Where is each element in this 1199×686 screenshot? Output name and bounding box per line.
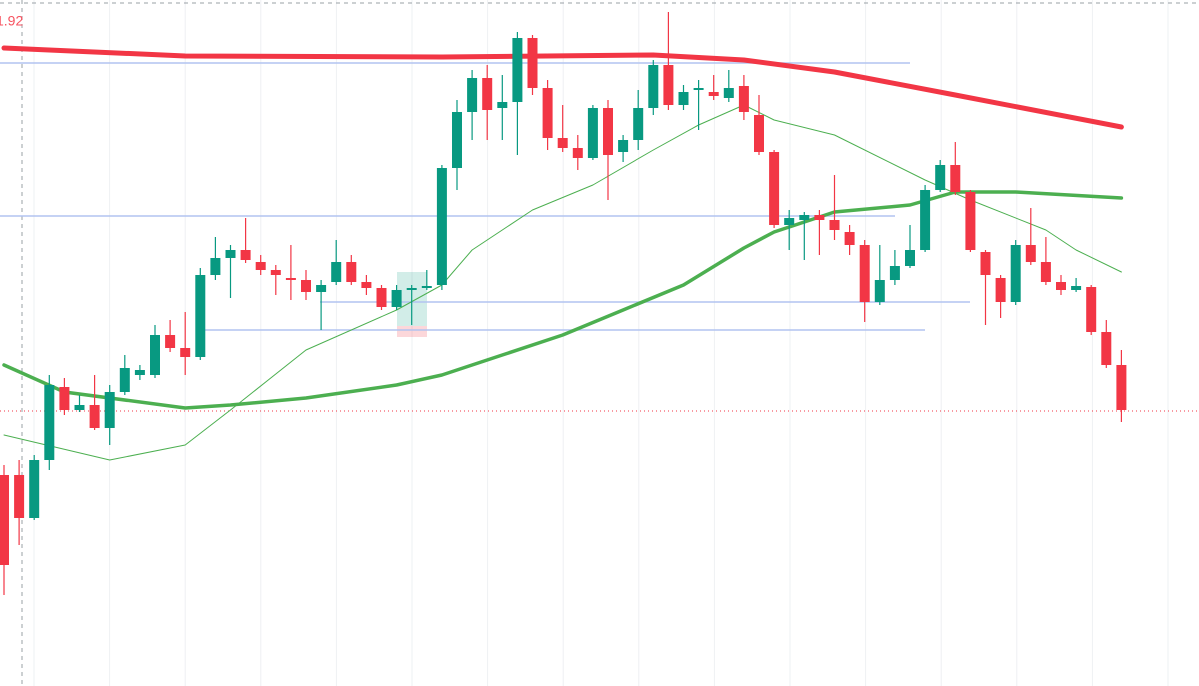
candle-body xyxy=(119,368,130,392)
candle-body xyxy=(542,88,553,138)
candle-body xyxy=(436,168,447,285)
candle-body xyxy=(44,385,55,460)
candle-body xyxy=(512,38,523,102)
candle-body xyxy=(980,252,991,275)
candle-body xyxy=(572,148,583,158)
candle-body xyxy=(421,286,432,288)
candle-body xyxy=(874,280,885,302)
candle-body xyxy=(59,387,70,410)
candle-body xyxy=(391,290,402,307)
candle-body xyxy=(195,275,206,357)
candle-body xyxy=(905,250,915,266)
candle-body xyxy=(1116,365,1127,410)
candle-body xyxy=(165,335,176,348)
candle-body xyxy=(150,335,160,375)
candle-body xyxy=(406,288,417,290)
candle-body xyxy=(859,245,870,302)
candle-body xyxy=(678,92,689,105)
candle-body xyxy=(1025,245,1036,262)
price-label: 1.92 xyxy=(0,13,23,29)
candle-body xyxy=(1040,262,1051,282)
position-loss-box xyxy=(397,326,427,337)
candle-body xyxy=(29,460,40,518)
candle-body xyxy=(799,215,810,220)
candle-body xyxy=(361,282,372,288)
candle-body xyxy=(1056,282,1066,290)
candle-body xyxy=(723,88,734,98)
candle-body xyxy=(784,218,795,225)
candle-body xyxy=(618,140,629,152)
candle-body xyxy=(920,190,931,250)
candle-body xyxy=(603,108,613,155)
candle-body xyxy=(965,192,976,250)
candle-body xyxy=(225,250,236,258)
candle-body xyxy=(633,108,644,140)
candle-body xyxy=(301,280,311,292)
candle-body xyxy=(693,88,704,90)
candle-body xyxy=(74,405,85,410)
candle-body xyxy=(255,262,266,270)
candle-body xyxy=(769,152,780,225)
candle-body xyxy=(270,270,281,275)
moving-average xyxy=(2,190,1124,410)
candle-body xyxy=(814,215,825,220)
candle-body xyxy=(1086,287,1097,332)
candle-body xyxy=(482,78,493,110)
candle-body xyxy=(104,392,115,428)
candle-body xyxy=(467,78,478,112)
candle-body xyxy=(950,165,961,192)
candle-body xyxy=(316,285,327,292)
candle-body xyxy=(134,370,145,375)
candle-body xyxy=(663,65,674,105)
candle-body xyxy=(935,165,946,190)
candle-body xyxy=(240,250,251,260)
candle-body xyxy=(331,262,342,282)
candle-body xyxy=(648,65,659,108)
candle-body xyxy=(0,475,9,565)
moving-average xyxy=(1,45,1124,130)
candle-body xyxy=(210,258,221,275)
candle-body xyxy=(587,108,598,158)
candle-body xyxy=(708,92,719,96)
candle-body xyxy=(346,262,357,282)
candle-body xyxy=(995,278,1006,302)
candle-body xyxy=(844,232,855,245)
candle-body xyxy=(285,278,296,280)
candle-body xyxy=(1010,245,1021,302)
candle-body xyxy=(1101,332,1112,365)
candle-body xyxy=(89,405,100,428)
candle-body xyxy=(452,112,462,168)
candle-body xyxy=(527,38,538,88)
candle-body xyxy=(738,86,749,112)
candle-body xyxy=(754,115,764,152)
candle-body xyxy=(497,102,508,108)
candle-body xyxy=(376,288,387,307)
candle-body xyxy=(829,220,840,230)
candle-body xyxy=(14,475,25,518)
candle-body xyxy=(180,348,191,357)
candle-body xyxy=(557,138,568,148)
moving-average xyxy=(3,104,1122,461)
candle-body xyxy=(889,266,900,280)
candle-body xyxy=(1071,286,1082,290)
